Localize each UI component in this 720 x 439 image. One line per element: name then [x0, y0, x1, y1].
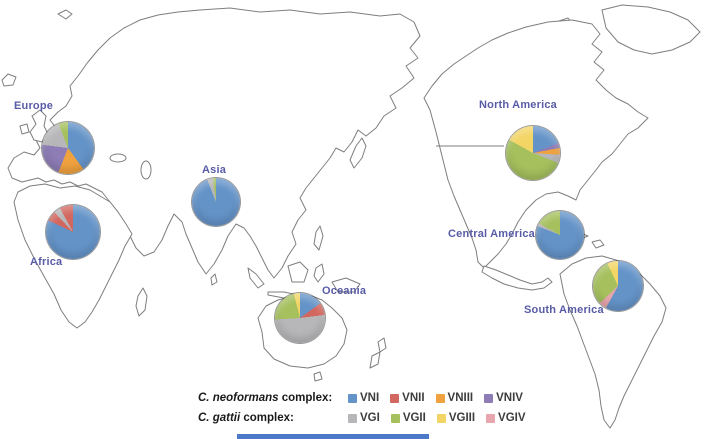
vni-swatch-icon	[348, 393, 357, 403]
pie-africa	[46, 205, 100, 259]
legend-species-gattii: C. gattii	[198, 412, 241, 424]
vniii-swatch-icon	[435, 393, 445, 403]
bottom-progress-bar	[237, 434, 429, 439]
map-madagascar	[136, 288, 147, 316]
legend-item-vniv: VNIV	[484, 392, 523, 404]
legend-title-neoformans: C. neoformans complex:	[198, 392, 348, 404]
pie-oceania	[275, 293, 325, 343]
legend-row-neoformans: C. neoformans complex: VNI VNII VNIII VN…	[198, 388, 578, 408]
legend-suffix-gattii: complex:	[240, 412, 294, 424]
legend-title-gattii: C. gattii complex:	[198, 412, 348, 424]
label-asia: Asia	[202, 164, 227, 176]
label-south-america: South America	[524, 304, 604, 316]
map-new-zealand-south	[370, 352, 380, 368]
map-tasmania	[314, 372, 322, 381]
map-japan	[350, 138, 366, 168]
map-hispaniola	[592, 240, 604, 248]
map-black-sea	[110, 154, 126, 162]
map-new-zealand-north	[378, 338, 386, 352]
vgi-swatch-icon	[348, 413, 357, 423]
legend-item-vgi: VGI	[348, 412, 380, 424]
label-africa: Africa	[30, 256, 63, 268]
label-oceania: Oceania	[322, 285, 367, 297]
legend-item-vgiii: VGIII	[436, 412, 475, 424]
legend-item-vnii: VNII	[390, 392, 425, 404]
label-central-america: Central America	[448, 228, 535, 240]
label-north-america: North America	[479, 99, 557, 111]
map-caspian-sea	[141, 161, 151, 179]
vgii-swatch-icon	[390, 413, 400, 423]
legend-suffix-neoformans: complex:	[278, 392, 333, 404]
map-sumatra	[248, 268, 264, 288]
map-iceland	[2, 74, 16, 86]
vgiii-swatch-icon	[436, 413, 446, 423]
pie-south-america	[593, 261, 643, 311]
map-eurasia	[8, 8, 420, 278]
map-borneo	[288, 262, 308, 282]
legend-item-vni: VNI	[348, 392, 379, 404]
legend-row-gattii: C. gattii complex: VGI VGII VGIII VGIV	[198, 408, 578, 428]
label-europe: Europe	[14, 100, 54, 112]
pie-europe	[42, 122, 94, 174]
map-sulawesi	[314, 264, 324, 282]
pie-central-america	[536, 211, 584, 259]
pie-asia	[192, 178, 240, 226]
vnii-swatch-icon	[390, 393, 400, 403]
map-new-guinea	[332, 278, 360, 292]
legend-species-neoformans: C. neoformans	[198, 392, 279, 404]
vniv-swatch-icon	[484, 393, 494, 403]
map-sri-lanka	[211, 274, 217, 285]
legend-item-vgii: VGII	[390, 412, 426, 424]
legend-item-vniii: VNIII	[435, 392, 473, 404]
legend-item-vgiv: VGIV	[486, 412, 526, 424]
legend: C. neoformans complex: VNI VNII VNIII VN…	[198, 388, 578, 428]
map-philippines	[314, 226, 323, 250]
map-svalbard	[58, 10, 72, 19]
map-greenland	[602, 5, 700, 54]
vgiv-swatch-icon	[486, 413, 496, 423]
map-ireland	[20, 124, 29, 134]
map-central-america	[482, 266, 552, 290]
pie-north-america	[506, 126, 560, 180]
